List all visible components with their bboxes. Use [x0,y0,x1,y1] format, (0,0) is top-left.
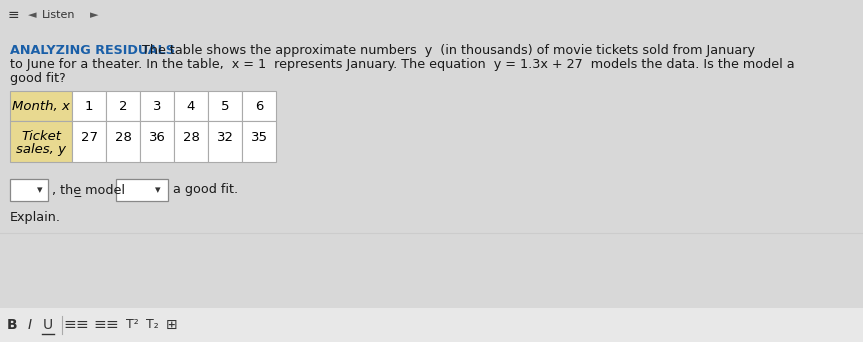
Text: ▾: ▾ [37,185,43,195]
Text: I: I [28,318,32,332]
Bar [140,91,174,121]
Text: ≡: ≡ [93,317,106,332]
Text: 28: 28 [115,131,131,144]
Text: 3: 3 [153,100,161,113]
Text: B: B [7,318,17,332]
Bar [10,91,72,121]
Text: ▾: ▾ [155,185,161,195]
Text: sales, y: sales, y [16,143,66,156]
Bar [116,179,168,201]
Text: ⊞: ⊞ [167,318,178,332]
Text: 1: 1 [85,100,93,113]
Bar [208,121,242,162]
Bar [72,91,106,121]
Text: Explain.: Explain. [10,211,61,224]
Text: U: U [43,318,53,332]
Text: 4: 4 [186,100,195,113]
Text: , the̲ model: , the̲ model [52,183,125,196]
Text: T²: T² [126,318,138,331]
Text: ◄: ◄ [28,10,36,20]
Text: ANALYZING RESIDUALS: ANALYZING RESIDUALS [10,44,175,57]
Text: 28: 28 [183,131,199,144]
Bar [174,121,208,162]
Text: ►: ► [90,10,98,20]
Bar [208,91,242,121]
Bar [72,121,106,162]
Text: ≡: ≡ [105,317,118,332]
Bar [140,121,174,162]
Text: 32: 32 [217,131,234,144]
Text: The table shows the approximate numbers  y  (in thousands) of movie tickets sold: The table shows the approximate numbers … [138,44,755,57]
Text: 36: 36 [148,131,166,144]
Text: 2: 2 [119,100,127,113]
Text: a good fit.: a good fit. [173,183,238,196]
Bar [174,91,208,121]
Text: 35: 35 [250,131,268,144]
Text: 5: 5 [221,100,230,113]
Text: ≡: ≡ [76,317,88,332]
Text: ≡: ≡ [8,8,20,22]
Text: 6: 6 [255,100,263,113]
Bar [106,121,140,162]
Text: 27: 27 [80,131,98,144]
Bar [242,91,276,121]
Bar [10,121,72,162]
Text: Listen: Listen [42,10,75,20]
Text: good fit?: good fit? [10,72,66,85]
Bar [242,121,276,162]
Text: Month, x: Month, x [12,100,70,113]
Text: T₂: T₂ [146,318,159,331]
Bar [10,179,48,201]
Text: to June for a theater. In the table,  x = 1  represents January. The equation  y: to June for a theater. In the table, x =… [10,58,795,71]
Text: ≡: ≡ [64,317,76,332]
Bar [106,91,140,121]
Text: Ticket: Ticket [21,130,61,143]
